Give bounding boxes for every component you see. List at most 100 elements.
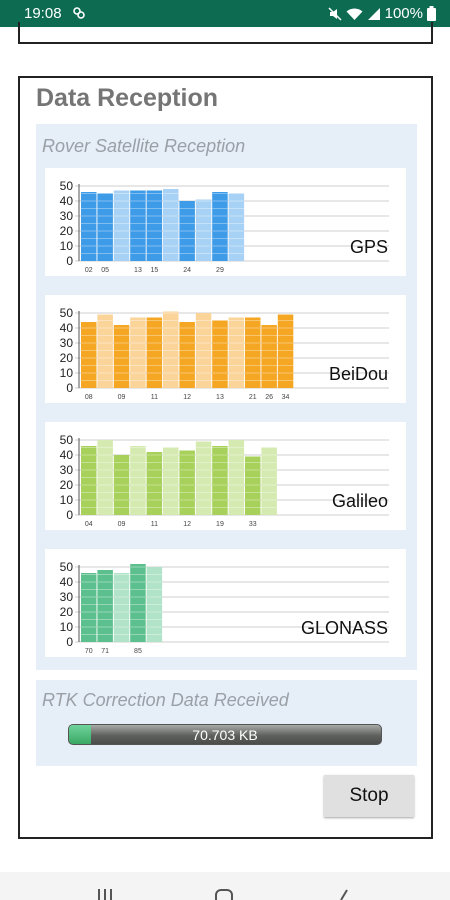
bar bbox=[113, 573, 130, 642]
y-tick-label: 30 bbox=[60, 590, 74, 604]
bar bbox=[130, 190, 146, 261]
satellite-panel-title: Rover Satellite Reception bbox=[42, 136, 246, 156]
satellite-reception-panel: Rover Satellite Reception 0 10 20 30 40 50 02 0… bbox=[36, 124, 417, 670]
bar bbox=[195, 199, 212, 261]
gps-chart-title: GPS bbox=[349, 237, 388, 257]
bar bbox=[97, 193, 113, 261]
x-tick-label: 24 bbox=[183, 267, 191, 274]
beidou-chart-title: BeiDou bbox=[328, 364, 388, 384]
stop-button[interactable]: Stop bbox=[324, 775, 414, 817]
y-tick-label: 0 bbox=[66, 381, 73, 395]
bar bbox=[146, 190, 163, 261]
bar bbox=[97, 314, 113, 388]
app-notification-icon bbox=[73, 7, 85, 19]
y-tick-label: 20 bbox=[60, 605, 74, 619]
bar bbox=[113, 455, 130, 515]
bar bbox=[81, 192, 97, 261]
bar bbox=[179, 322, 195, 388]
signal-icon bbox=[367, 7, 380, 20]
data-reception-card: Data Reception Rover Satellite Reception… bbox=[18, 76, 433, 839]
y-tick-label: 10 bbox=[60, 493, 74, 507]
bar bbox=[163, 189, 179, 261]
y-tick-label: 50 bbox=[60, 560, 74, 574]
bar bbox=[228, 317, 245, 388]
x-tick-label: 12 bbox=[183, 394, 191, 401]
battery-percent: 100% bbox=[384, 5, 423, 22]
y-tick-label: 20 bbox=[60, 224, 74, 238]
battery-icon bbox=[427, 6, 436, 21]
bar bbox=[261, 447, 277, 515]
y-tick-label: 20 bbox=[60, 351, 74, 365]
beidou-chart: 0 10 20 30 40 50 08 09 11 12 13 21 26 34 BeiDou bbox=[45, 295, 406, 403]
card-title: Data Reception bbox=[36, 84, 218, 112]
bar bbox=[130, 446, 146, 515]
bar bbox=[195, 313, 212, 388]
x-tick-label: 08 bbox=[85, 394, 93, 401]
x-tick-label: 11 bbox=[151, 394, 158, 401]
y-tick-label: 30 bbox=[60, 336, 74, 350]
bar bbox=[146, 567, 163, 642]
status-time: 19:08 bbox=[24, 5, 62, 22]
bar bbox=[130, 564, 146, 642]
x-tick-label: 34 bbox=[282, 394, 290, 401]
back-icon[interactable] bbox=[334, 886, 350, 900]
glonass-chart: 0 10 20 30 40 50 70 71 85 GLONASS bbox=[45, 549, 406, 657]
bar bbox=[146, 452, 163, 515]
x-tick-label: 85 bbox=[134, 648, 142, 655]
galileo-chart-title: Galileo bbox=[331, 491, 388, 511]
y-tick-label: 30 bbox=[60, 209, 74, 223]
bar bbox=[97, 570, 113, 642]
bar bbox=[212, 320, 228, 388]
bar bbox=[212, 446, 228, 515]
home-icon[interactable] bbox=[214, 886, 234, 900]
bar bbox=[97, 440, 113, 515]
bar bbox=[228, 440, 245, 515]
x-tick-label: 09 bbox=[118, 394, 126, 401]
status-bar: 19:08 100% bbox=[0, 0, 450, 27]
wifi-icon bbox=[346, 8, 363, 20]
bar bbox=[179, 450, 195, 515]
bar bbox=[163, 311, 179, 388]
x-tick-label: 09 bbox=[118, 521, 126, 528]
bar bbox=[245, 456, 261, 515]
galileo-chart: 0 10 20 30 40 50 04 09 11 12 19 33 Galileo bbox=[45, 422, 406, 530]
rtk-progress-bar: 70.703 KB bbox=[68, 724, 382, 745]
bar bbox=[113, 190, 130, 261]
bar bbox=[179, 201, 195, 261]
rtk-progress-fill bbox=[69, 725, 91, 744]
y-tick-label: 10 bbox=[60, 366, 74, 380]
x-tick-label: 70 bbox=[85, 648, 93, 655]
x-tick-label: 13 bbox=[216, 394, 224, 401]
bar bbox=[113, 325, 130, 388]
bar bbox=[81, 446, 97, 515]
rtk-received-amount: 70.703 KB bbox=[192, 727, 258, 743]
y-tick-label: 0 bbox=[66, 508, 73, 522]
x-tick-label: 15 bbox=[150, 267, 158, 274]
previous-card-bottom bbox=[18, 22, 433, 44]
y-tick-label: 40 bbox=[60, 194, 74, 208]
mute-icon bbox=[328, 6, 342, 21]
recent-apps-icon[interactable] bbox=[96, 886, 114, 900]
y-tick-label: 40 bbox=[60, 575, 74, 589]
rtk-panel-title: RTK Correction Data Received bbox=[42, 690, 289, 710]
bar bbox=[245, 317, 261, 388]
x-tick-label: 02 bbox=[85, 267, 93, 274]
y-tick-label: 50 bbox=[60, 306, 74, 320]
status-indicators: 100% bbox=[328, 5, 436, 22]
glonass-chart-title: GLONASS bbox=[300, 618, 388, 638]
bar bbox=[163, 447, 179, 515]
x-tick-label: 12 bbox=[183, 521, 191, 528]
y-tick-label: 30 bbox=[60, 463, 74, 477]
y-tick-label: 10 bbox=[60, 620, 74, 634]
y-tick-label: 0 bbox=[66, 254, 73, 268]
bar bbox=[261, 325, 277, 388]
x-tick-label: 29 bbox=[216, 267, 224, 274]
x-tick-label: 19 bbox=[216, 521, 224, 528]
y-tick-label: 40 bbox=[60, 448, 74, 462]
bar bbox=[81, 573, 97, 642]
y-tick-label: 10 bbox=[60, 239, 74, 253]
x-tick-label: 04 bbox=[85, 521, 93, 528]
